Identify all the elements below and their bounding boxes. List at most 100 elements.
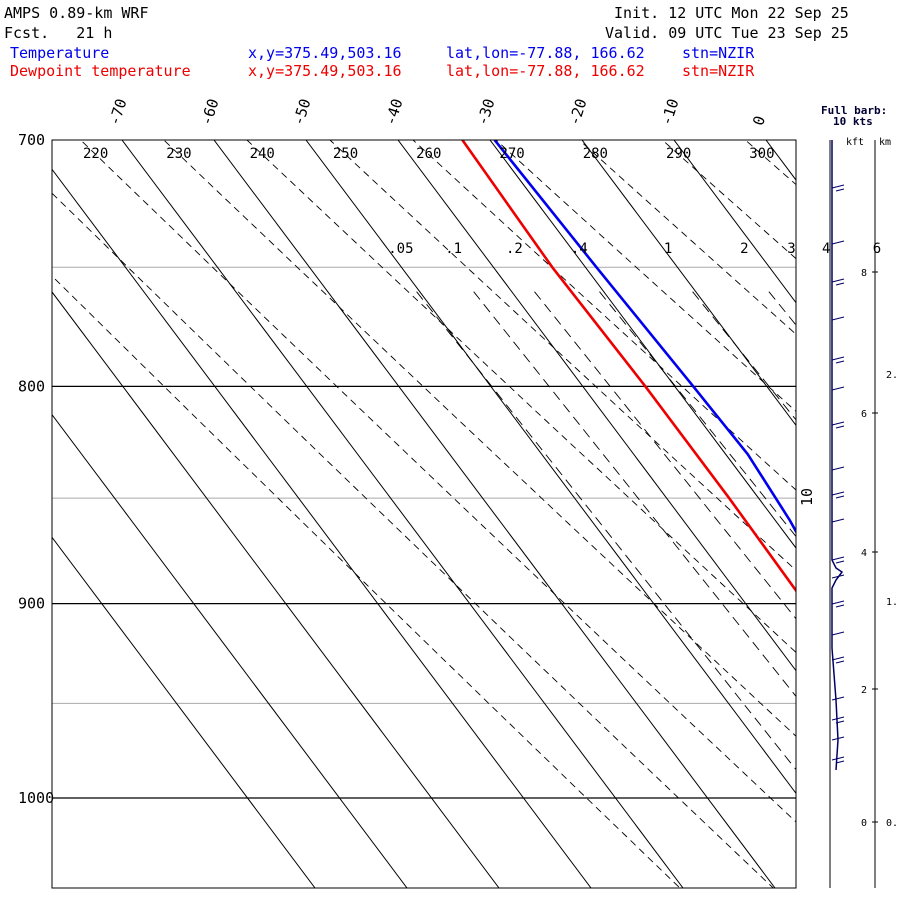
dry-adiabat-line [329,140,796,571]
legend-dewpoint-station: stn=NZIR [682,62,755,80]
mixing-ratio-label: 4 [822,241,830,257]
isotherm-label-group: -50 [289,96,314,127]
mixing-ratio-line [534,291,796,620]
pressure-label-1000: 1000 [18,789,54,807]
isotherm-line [52,168,592,888]
isotherm-label: -70 [105,96,130,127]
mixing-ratio-label: 3 [787,241,795,257]
km-units-label: km [879,137,891,148]
wind-barb [831,631,845,636]
isotherm-line [397,140,796,672]
isotherm-line [489,140,796,549]
isotherm-label-group: 0 [749,114,769,128]
kft-label-4: 4 [861,548,867,559]
isotherm-line [305,140,796,795]
dry-adiabat-line [882,0,900,900]
isotherm-line [673,140,796,304]
mixing-ratio-label: .1 [445,241,462,257]
km-label: 1. [886,597,898,608]
pressure-label-900: 900 [18,595,45,613]
dry-adiabat-line [744,140,796,186]
wind-profile-trace [831,140,844,771]
model-title: AMPS 0.89-km WRF [4,4,149,22]
wind-barb [831,466,845,471]
isotherm-label: -20 [565,96,590,127]
pressure-label-700: 700 [18,131,45,149]
isotherm-label-group: -10 [657,96,682,127]
wind-barb [831,756,845,761]
mixing-ratio-label: .05 [388,241,413,257]
mixing-label-group: 10 [798,488,816,506]
forecast-hour: Fcst. 21 h [4,24,113,42]
mixing-ratio-line [416,291,796,771]
legend-dewpoint-latlon: lat,lon=-77.88, 166.62 [446,62,645,80]
mixing-ratio-label-10: 10 [798,488,816,506]
dry-adiabat-label: 280 [583,146,608,162]
wind-barb [835,282,845,286]
mixing-ratio-label: 6 [873,241,881,257]
isotherm-label-group: -20 [565,96,590,127]
wind-barb [835,560,845,564]
wind-barb [835,720,845,724]
profiles [461,140,796,593]
isotherm-label: -10 [657,96,682,127]
wind-panel-title: Full barb: [821,104,887,117]
temperature-profile [493,140,796,535]
dry-adiabat-line [720,0,900,900]
wind-barb [835,760,845,764]
mixing-ratio-label: .2 [506,241,523,257]
wind-barb [835,425,845,429]
dry-adiabat-line [578,140,796,335]
mixing-ratio-label: 1 [664,241,672,257]
dry-adiabat-label: 260 [416,146,441,162]
isotherm-line [52,536,316,888]
header: AMPS 0.89-km WRF Init. 12 UTC Mon 22 Sep… [0,0,900,85]
wind-barb [835,604,845,608]
km-label: 2. [886,370,898,381]
mixing-ratio-line [692,291,796,421]
isotherm-label: -30 [473,96,498,127]
valid-time: Valid. 09 UTC Tue 23 Sep 25 [605,24,849,42]
mixing-ratio-line [599,291,796,538]
isotherm-line [213,140,776,888]
wind-barb [835,660,845,664]
legend-temperature-station: stn=NZIR [682,44,755,62]
wind-panel-subtitle: 10 kts [833,115,873,128]
wind-barb [831,600,845,605]
kft-label-0: 0 [861,818,867,829]
km-label: 0. [886,818,898,829]
dry-adiabat-label: 220 [83,146,108,162]
wind-barb [831,421,845,426]
kft-units-label: kft [846,137,864,148]
wind-barb [835,188,845,192]
dry-adiabat-label: 300 [749,146,774,162]
isotherm-label-group: -70 [105,96,130,127]
pressure-label-800: 800 [18,377,45,395]
mixing-ratio-line [816,292,900,888]
legend-temperature-xy: x,y=375.49,503.16 [248,44,402,62]
wind-barb [831,736,845,741]
wind-barb [831,184,845,189]
dry-adiabat-label: 270 [499,146,524,162]
dry-adiabat-line [246,140,796,653]
isotherm-label: -40 [381,96,406,127]
dewpoint-profile [461,140,796,593]
dry-adiabat-line [52,275,681,888]
kft-label-6: 6 [861,409,867,420]
kft-label-8: 8 [861,268,867,279]
wind-barb [831,696,845,701]
mixing-ratio-label: 2 [740,241,748,257]
wind-barb [831,240,845,245]
isotherm-label: -50 [289,96,314,127]
legend-temperature-latlon: lat,lon=-77.88, 166.62 [446,44,645,62]
mixing-ratio-label: .4 [571,241,588,257]
isotherm-label-group: -30 [473,96,498,127]
isotherm-line [581,140,796,427]
wind-barb [831,656,845,661]
wind-barb [831,556,845,561]
dry-adiabat-label: 230 [166,146,191,162]
mixing-ratio-line [473,291,796,698]
